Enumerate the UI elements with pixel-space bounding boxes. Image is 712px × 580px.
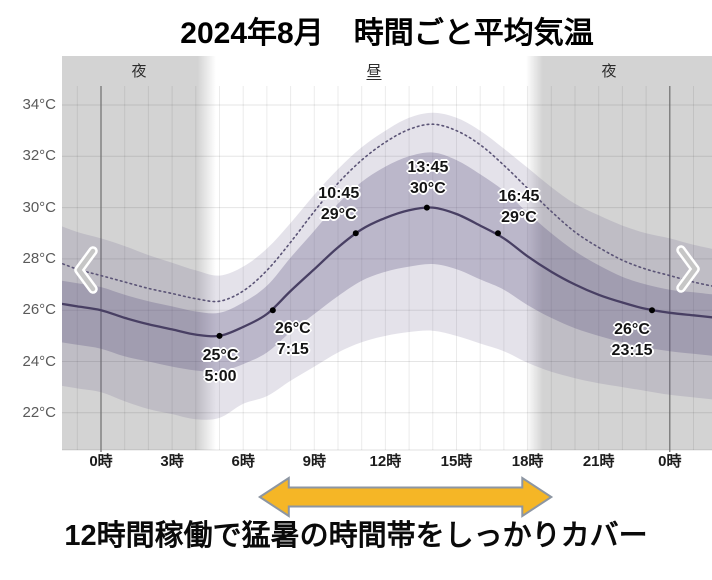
inner-range-band bbox=[62, 152, 712, 373]
outer-range-band bbox=[62, 112, 712, 420]
y-tick-label: 32°C bbox=[22, 147, 56, 165]
data-point-dot bbox=[352, 230, 359, 237]
x-tick-label: 6時 bbox=[231, 453, 255, 470]
x-tick-label: 9時 bbox=[302, 453, 326, 470]
data-point-dot bbox=[216, 332, 223, 339]
data-point-label: 10:45 29°C bbox=[318, 183, 359, 225]
data-point-label: 26°C 23:15 bbox=[612, 319, 653, 361]
x-tick-label: 12時 bbox=[369, 453, 402, 470]
data-point-label: 25°C 5:00 bbox=[203, 345, 239, 387]
coverage-caption: 12時間稼働で猛暑の時間帯をしっかりカバー bbox=[64, 520, 648, 552]
data-point-label-line: 5:00 bbox=[204, 367, 237, 385]
data-point-label-line: 13:45 bbox=[407, 158, 449, 176]
data-point-dot bbox=[649, 307, 656, 314]
x-tick-label: 21時 bbox=[582, 453, 615, 470]
y-tick-label: 22°C bbox=[22, 403, 56, 421]
horizontal-gridlines bbox=[62, 104, 712, 414]
y-tick-label: 28°C bbox=[22, 249, 56, 267]
x-tick-label: 18時 bbox=[511, 453, 544, 470]
data-point-dot bbox=[494, 230, 501, 237]
data-point-label-line: 30°C bbox=[409, 179, 446, 197]
average-temp-line bbox=[62, 206, 712, 338]
data-point-label: 13:45 30°C bbox=[407, 157, 448, 199]
coverage-arrow bbox=[257, 476, 554, 518]
x-tick-label: 0時 bbox=[89, 453, 113, 470]
period-label: 夜 bbox=[601, 63, 617, 80]
x-tick-label: 3時 bbox=[160, 453, 184, 470]
data-point-label-line: 26°C bbox=[274, 320, 311, 338]
data-point-label-line: 29°C bbox=[501, 209, 537, 227]
dotted-upper-line bbox=[62, 123, 712, 303]
x-tick-label: 0時 bbox=[658, 453, 682, 470]
data-point-label-line: 7:15 bbox=[276, 341, 309, 359]
period-label: 昼 bbox=[366, 63, 382, 80]
y-tick-label: 34°C bbox=[22, 96, 56, 113]
chart-title: 2024年8月 時間ごと平均気温 bbox=[180, 17, 594, 50]
vertical-gridlines bbox=[76, 86, 694, 450]
next-arrow-icon[interactable] bbox=[676, 245, 700, 293]
data-point-dot bbox=[269, 307, 276, 314]
data-point-label: 26°C 7:15 bbox=[275, 318, 311, 360]
data-point-label-line: 26°C bbox=[614, 321, 650, 339]
prev-arrow-icon[interactable] bbox=[74, 246, 98, 294]
data-point-label-line: 23:15 bbox=[611, 342, 653, 360]
plot-series bbox=[62, 112, 712, 420]
data-point-label: 16:45 29°C bbox=[499, 186, 540, 228]
data-point-label-line: 10:45 bbox=[318, 185, 360, 203]
data-point-label-line: 16:45 bbox=[498, 188, 540, 206]
data-point-label-line: 25°C bbox=[202, 346, 239, 364]
x-tick-label: 15時 bbox=[440, 453, 473, 470]
data-point-label-line: 29°C bbox=[320, 206, 357, 224]
y-tick-label: 24°C bbox=[22, 352, 56, 370]
y-tick-label: 26°C bbox=[22, 301, 56, 319]
data-point-dot bbox=[423, 204, 430, 211]
period-label: 夜 bbox=[131, 63, 147, 80]
y-tick-label: 30°C bbox=[22, 198, 56, 216]
